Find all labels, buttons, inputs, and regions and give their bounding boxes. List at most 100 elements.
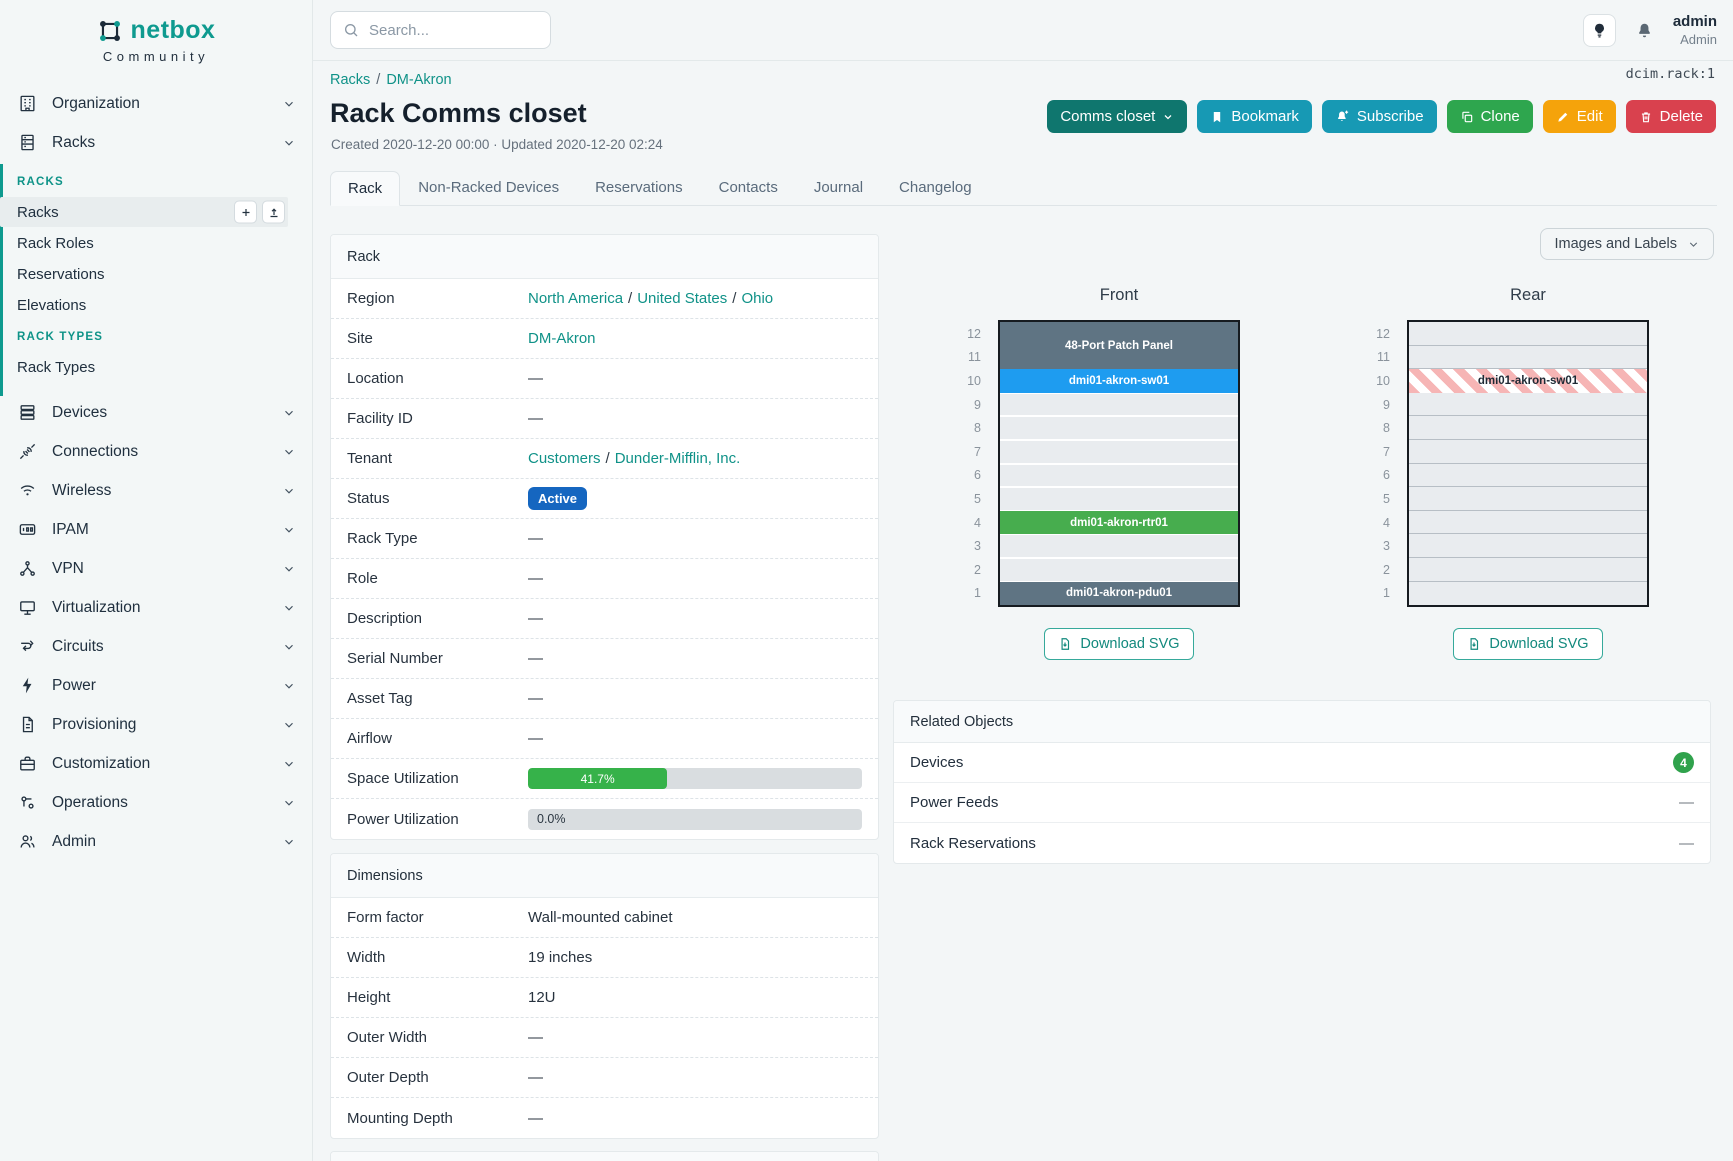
download-svg-button-front[interactable]: Download SVG — [1044, 628, 1194, 661]
related-row-power-feeds[interactable]: Power Feeds — — [894, 783, 1710, 823]
next-panel-partial — [330, 1151, 879, 1161]
rack-slot-empty[interactable] — [1000, 463, 1238, 488]
user-menu[interactable]: admin Admin — [1673, 13, 1717, 48]
global-search[interactable] — [330, 11, 551, 49]
tenant-group-link[interactable]: Customers — [528, 450, 601, 467]
import-racks-button[interactable] — [262, 200, 285, 224]
sidebar-item-rack-roles[interactable]: Rack Roles — [0, 228, 312, 258]
delete-button[interactable]: Delete — [1625, 100, 1716, 133]
rack-device[interactable]: dmi01-akron-pdu01 — [1000, 581, 1238, 606]
rack-slot-empty[interactable] — [1000, 392, 1238, 417]
rack-slot-empty[interactable] — [1409, 416, 1647, 440]
rack-slot-empty[interactable] — [1409, 322, 1647, 346]
rack-device[interactable]: dmi01-akron-rtr01 — [1000, 510, 1238, 535]
rack-device[interactable]: dmi01-akron-sw01 — [1409, 369, 1647, 393]
elevation-view-dropdown[interactable]: Images and Labels — [1540, 228, 1714, 260]
sidebar-item-elevations[interactable]: Elevations — [0, 290, 312, 320]
related-row-devices[interactable]: Devices 4 — [894, 743, 1710, 783]
sidebar-item-admin[interactable]: Admin — [0, 822, 312, 861]
sidebar-item-circuits[interactable]: Circuits — [0, 627, 312, 666]
breadcrumb-link-site[interactable]: DM-Akron — [386, 72, 452, 88]
bell-icon — [1635, 21, 1654, 40]
sidebar-item-customization[interactable]: Customization — [0, 744, 312, 783]
rack-slot-empty[interactable] — [1409, 487, 1647, 511]
add-rack-button[interactable] — [234, 200, 257, 224]
rack-unit-number: 1 — [974, 586, 981, 601]
rack-slot-empty[interactable] — [1409, 534, 1647, 558]
tab-journal[interactable]: Journal — [813, 179, 864, 196]
sidebar-item-virtualization[interactable]: Virtualization — [0, 588, 312, 627]
rack-device[interactable]: dmi01-akron-sw01 — [1000, 369, 1238, 393]
tab-rack[interactable]: Rack — [330, 171, 401, 206]
rack-slot-empty[interactable] — [1409, 439, 1647, 464]
sidebar-item-connections[interactable]: Connections — [0, 432, 312, 471]
notifications-button[interactable] — [1631, 17, 1658, 44]
rack-slot-empty[interactable] — [1000, 416, 1238, 440]
space-utilization-fill: 41.7% — [528, 768, 668, 789]
sidebar-item-reservations[interactable]: Reservations — [0, 259, 312, 289]
rack-slot-empty[interactable] — [1000, 487, 1238, 511]
sidebar-item-devices[interactable]: Devices — [0, 393, 312, 432]
brand-logo[interactable]: netbox Community — [0, 0, 312, 70]
sidebar-item-vpn[interactable]: VPN — [0, 549, 312, 588]
field-label: Rack Type — [347, 530, 418, 547]
rack-slot-empty[interactable] — [1409, 463, 1647, 488]
sidebar-item-label: Reservations — [17, 265, 105, 283]
breadcrumb-link-racks[interactable]: Racks — [330, 72, 371, 88]
download-svg-label: Download SVG — [1080, 636, 1180, 653]
site-link[interactable]: DM-Akron — [528, 330, 596, 347]
sidebar-item-power[interactable]: Power — [0, 666, 312, 705]
download-svg-button-rear[interactable]: Download SVG — [1453, 628, 1603, 661]
field-value: — — [528, 650, 543, 667]
rack-slot-empty[interactable] — [1000, 534, 1238, 558]
rack-slot-empty[interactable] — [1409, 392, 1647, 417]
related-row-rack-reservations[interactable]: Rack Reservations — — [894, 823, 1710, 863]
field-label: Tenant — [347, 450, 393, 467]
chevron-down-icon — [282, 757, 296, 771]
theme-toggle-button[interactable] — [1582, 14, 1616, 47]
tab-reservations[interactable]: Reservations — [595, 179, 683, 196]
rack-slot-empty[interactable] — [1000, 439, 1238, 464]
field-value: North America / United States / Ohio — [528, 290, 862, 307]
region-link[interactable]: United States — [637, 290, 728, 307]
search-input[interactable] — [369, 21, 538, 39]
tab-non-racked-devices[interactable]: Non-Racked Devices — [418, 179, 560, 196]
field-value: — — [528, 370, 543, 387]
field-label: Mounting Depth — [347, 1109, 453, 1127]
tenant-link[interactable]: Dunder-Mifflin, Inc. — [614, 450, 741, 467]
users-icon — [18, 832, 37, 851]
region-link[interactable]: Ohio — [741, 290, 774, 307]
field-value: Active — [528, 487, 862, 510]
sidebar-item-organization[interactable]: Organization — [0, 84, 312, 123]
region-link[interactable]: North America — [528, 290, 624, 307]
rack-unit-number: 5 — [974, 491, 981, 506]
sidebar-item-racks-list[interactable]: Racks — [0, 197, 288, 227]
tab-changelog[interactable]: Changelog — [899, 179, 972, 196]
rack-diagram-rear: dmi01-akron-sw01 — [1407, 320, 1649, 608]
table-row: Mounting Depth — — [331, 1098, 878, 1138]
bookmark-button[interactable]: Bookmark — [1197, 100, 1312, 133]
rack-unit-numbers: 12 11 10 9 8 7 6 5 4 3 2 1 — [960, 322, 990, 605]
rack-slot-empty[interactable] — [1409, 581, 1647, 606]
sidebar-item-racks[interactable]: Racks — [0, 123, 312, 162]
sidebar-item-provisioning[interactable]: Provisioning — [0, 705, 312, 744]
field-value: — — [528, 730, 543, 747]
clone-button[interactable]: Clone — [1446, 100, 1533, 133]
rack-name-dropdown-button[interactable]: Comms closet — [1047, 100, 1188, 133]
sidebar-item-rack-types[interactable]: Rack Types — [0, 352, 312, 382]
rack-device[interactable]: 48-Port Patch Panel — [1000, 322, 1238, 370]
rack-slot-empty[interactable] — [1000, 557, 1238, 582]
sidebar-item-wireless[interactable]: Wireless — [0, 471, 312, 510]
sidebar-item-operations[interactable]: Operations — [0, 783, 312, 822]
edit-button[interactable]: Edit — [1542, 100, 1616, 133]
field-value: — — [528, 410, 543, 427]
rack-slot-empty[interactable] — [1409, 345, 1647, 370]
tab-contacts[interactable]: Contacts — [718, 179, 778, 196]
rack-slot-empty[interactable] — [1409, 557, 1647, 582]
related-objects-title: Related Objects — [894, 701, 1710, 743]
subscribe-button[interactable]: Subscribe — [1321, 100, 1437, 133]
rack-slot-empty[interactable] — [1409, 510, 1647, 535]
rack-unit-number: 3 — [1383, 539, 1390, 554]
sidebar-item-ipam[interactable]: IPAM — [0, 510, 312, 549]
